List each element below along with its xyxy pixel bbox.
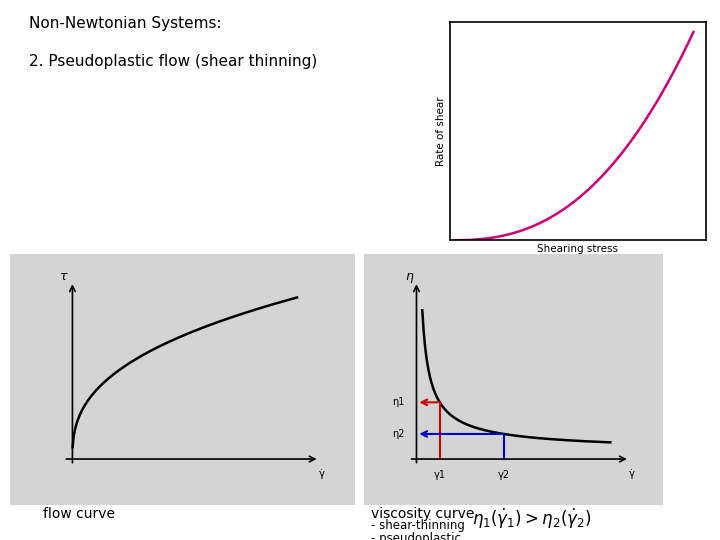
Text: γ2: γ2	[498, 470, 510, 481]
Text: flow curve: flow curve	[43, 507, 115, 521]
Text: $\eta_1(\dot{\gamma}_1) > \eta_2(\dot{\gamma}_2)$: $\eta_1(\dot{\gamma}_1) > \eta_2(\dot{\g…	[472, 507, 591, 531]
Text: 2. Pseudoplastic flow (shear thinning): 2. Pseudoplastic flow (shear thinning)	[29, 54, 317, 69]
Text: η2: η2	[392, 429, 405, 439]
Text: τ: τ	[60, 270, 67, 283]
Text: η1: η1	[392, 397, 405, 407]
Text: η: η	[405, 270, 413, 283]
Text: - shear-thinning: - shear-thinning	[371, 519, 464, 532]
Text: viscosity curve: viscosity curve	[371, 507, 474, 521]
Text: γ̇: γ̇	[319, 469, 325, 479]
Y-axis label: Rate of shear: Rate of shear	[436, 96, 446, 166]
Text: γ̇: γ̇	[629, 469, 634, 479]
Text: - pseudoplastic: - pseudoplastic	[371, 532, 461, 540]
Text: Non-Newtonian Systems:: Non-Newtonian Systems:	[29, 16, 222, 31]
Text: γ1: γ1	[433, 470, 446, 481]
X-axis label: Shearing stress: Shearing stress	[537, 245, 618, 254]
